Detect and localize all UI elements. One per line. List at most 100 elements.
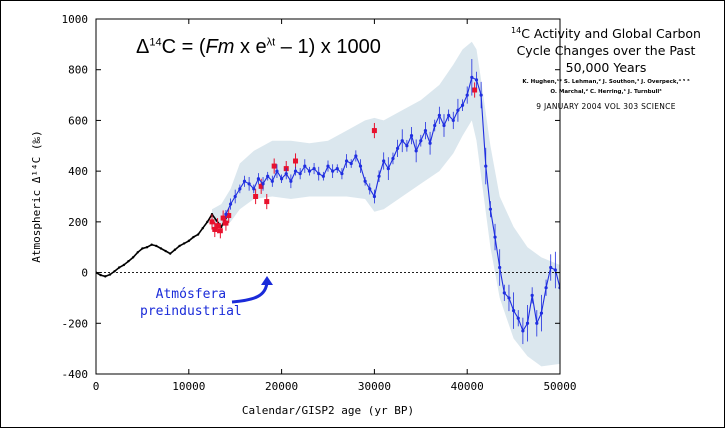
data-point bbox=[331, 169, 335, 173]
data-point bbox=[525, 321, 530, 325]
paper-title-line3: 50,000 Years bbox=[565, 60, 647, 76]
data-point bbox=[253, 194, 259, 199]
data-point bbox=[535, 321, 539, 325]
data-point bbox=[371, 128, 377, 134]
data-point bbox=[271, 163, 277, 169]
data-point bbox=[377, 174, 381, 178]
plot-border bbox=[95, 18, 561, 375]
data-point bbox=[493, 235, 497, 239]
formula-fm: Fm bbox=[205, 36, 235, 58]
data-point bbox=[539, 311, 544, 315]
x-tick-label: 10000 bbox=[172, 380, 205, 393]
data-point bbox=[224, 212, 228, 216]
data-point bbox=[521, 329, 525, 333]
plot-area: 0 10000 20000 30000 40000 50000 -400 -200 0 200 40… bbox=[30, 13, 577, 417]
data-point bbox=[312, 167, 316, 171]
x-tick-label: 30000 bbox=[358, 380, 391, 393]
data-point bbox=[400, 139, 404, 143]
annotation-arrow-head bbox=[261, 276, 273, 285]
data-point bbox=[223, 220, 229, 226]
series-main_series bbox=[224, 59, 560, 345]
x-tick-label: 0 bbox=[93, 380, 100, 393]
data-point bbox=[460, 103, 465, 107]
data-point bbox=[182, 242, 186, 245]
data-point bbox=[423, 128, 428, 133]
data-point bbox=[549, 265, 553, 270]
plot-clipped bbox=[96, 41, 560, 367]
data-point bbox=[419, 139, 423, 143]
data-point bbox=[270, 179, 274, 183]
preindustrial-annotation: Atmósfera preindustrial bbox=[140, 286, 242, 320]
data-point bbox=[201, 226, 204, 230]
data-point bbox=[261, 182, 265, 186]
data-point bbox=[196, 233, 200, 236]
data-point bbox=[127, 259, 130, 263]
y-tick-label: 800 bbox=[68, 64, 88, 77]
data-point bbox=[247, 182, 251, 186]
data-point bbox=[414, 149, 418, 153]
annotation-arrow-shaft bbox=[231, 281, 269, 304]
data-point bbox=[192, 235, 195, 239]
data-point bbox=[544, 286, 548, 290]
formula-sup-14: 14 bbox=[149, 36, 162, 49]
data-point bbox=[474, 78, 479, 82]
paper-title-sup: 14 bbox=[511, 26, 522, 35]
data-point bbox=[298, 172, 302, 176]
data-point bbox=[284, 172, 288, 176]
y-tick-label: 1000 bbox=[62, 13, 89, 26]
data-point bbox=[275, 169, 279, 173]
x-tick-label: 20000 bbox=[265, 380, 298, 393]
data-point bbox=[456, 108, 460, 112]
data-point bbox=[382, 159, 386, 163]
data-point bbox=[530, 293, 534, 297]
data-point bbox=[206, 220, 209, 224]
data-point bbox=[396, 146, 400, 150]
data-point bbox=[372, 194, 376, 199]
data-point bbox=[498, 265, 502, 270]
data-point bbox=[465, 93, 469, 97]
data-point bbox=[113, 270, 116, 273]
data-point bbox=[173, 248, 177, 251]
data-point bbox=[141, 247, 144, 250]
paper-title-text1: C Activity and Global Carbon bbox=[521, 26, 701, 42]
data-point bbox=[220, 215, 226, 221]
data-point bbox=[442, 123, 446, 128]
data-point bbox=[280, 177, 284, 181]
data-point bbox=[447, 113, 451, 117]
data-point bbox=[479, 93, 483, 97]
data-point bbox=[155, 244, 158, 248]
y-tick-label: 0 bbox=[81, 267, 88, 280]
data-point bbox=[326, 164, 330, 168]
data-point bbox=[108, 273, 112, 276]
data-point bbox=[212, 226, 218, 232]
data-point bbox=[99, 273, 102, 277]
data-point bbox=[349, 161, 353, 166]
data-point bbox=[368, 187, 372, 191]
data-point bbox=[242, 179, 247, 183]
data-point bbox=[488, 207, 492, 211]
data-point bbox=[122, 263, 126, 267]
series-coral_series bbox=[209, 82, 478, 239]
data-point bbox=[321, 174, 325, 178]
data-point bbox=[363, 179, 367, 183]
data-point bbox=[386, 167, 390, 171]
data-point bbox=[484, 164, 488, 168]
data-point bbox=[187, 239, 190, 243]
data-point bbox=[303, 164, 307, 168]
data-point bbox=[258, 183, 264, 189]
uncertainty-band bbox=[212, 41, 560, 367]
paper-authors-line2: O. Marchal,² C. Herring,¹ J. Turnbull³ bbox=[550, 89, 662, 96]
annotation-line2: preindustrial bbox=[140, 304, 242, 319]
data-point bbox=[217, 228, 223, 234]
formula-c-equals: C = ( bbox=[161, 36, 206, 58]
data-point bbox=[289, 179, 293, 183]
data-point bbox=[226, 213, 232, 219]
data-point bbox=[215, 223, 221, 229]
data-point bbox=[209, 219, 215, 225]
data-point bbox=[511, 309, 516, 313]
data-point bbox=[131, 256, 135, 259]
annotation-line1: Atmósfera bbox=[155, 287, 227, 302]
data-point bbox=[507, 296, 511, 300]
data-point bbox=[437, 113, 441, 117]
formula-suffix: – 1) x 1000 bbox=[275, 36, 381, 58]
